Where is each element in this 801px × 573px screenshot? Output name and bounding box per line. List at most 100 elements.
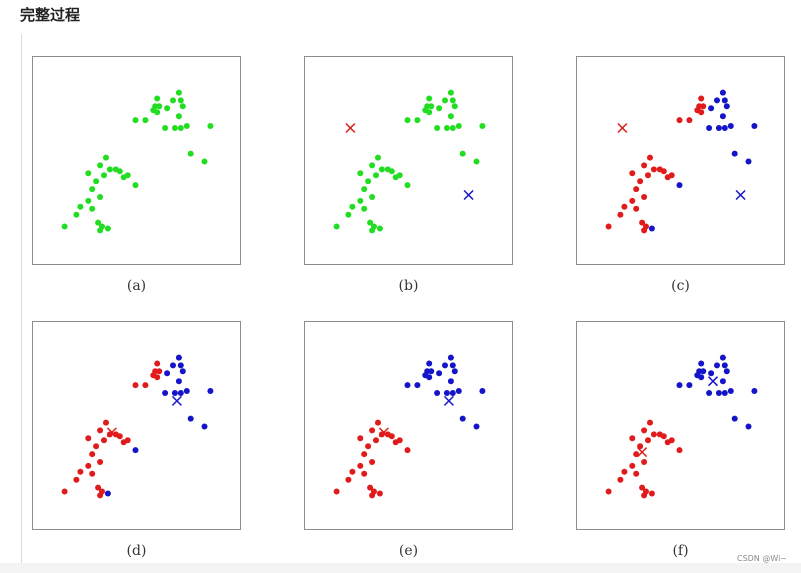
left-divider xyxy=(21,34,22,564)
data-point-green xyxy=(73,211,80,218)
data-point-green xyxy=(449,125,456,131)
data-point-blue xyxy=(451,368,458,375)
data-point-green xyxy=(345,211,352,218)
data-point-blue xyxy=(706,390,713,396)
data-point-red xyxy=(629,197,636,204)
data-point-green xyxy=(175,113,182,120)
data-point-blue xyxy=(721,362,728,369)
data-point-green xyxy=(183,123,190,129)
data-point-green xyxy=(426,95,433,102)
data-point-blue xyxy=(731,415,738,422)
data-point-blue xyxy=(455,388,462,394)
data-point-red xyxy=(103,419,109,426)
data-point-red xyxy=(369,459,376,465)
data-point-blue xyxy=(706,125,713,131)
data-point-green xyxy=(357,170,364,177)
data-point-green xyxy=(154,109,161,116)
data-point-green xyxy=(404,182,411,189)
scatter-panel xyxy=(576,321,785,530)
data-point-green xyxy=(171,125,178,131)
bottom-bar xyxy=(0,563,801,573)
data-point-blue xyxy=(104,490,111,497)
data-point-red xyxy=(388,433,395,440)
data-point-blue xyxy=(719,113,726,120)
panel-caption: (d) xyxy=(126,543,147,559)
scatter-plot xyxy=(61,89,214,234)
panel-caption: (f) xyxy=(672,543,689,559)
data-point-red xyxy=(650,431,657,438)
data-point-green xyxy=(378,166,385,173)
data-point-green xyxy=(428,103,435,110)
data-point-blue xyxy=(436,370,443,377)
data-point-red xyxy=(365,443,372,450)
data-point-red xyxy=(349,468,356,475)
data-point-blue xyxy=(708,105,715,112)
data-point-blue xyxy=(714,362,720,369)
data-point-green xyxy=(414,117,421,124)
data-point-blue xyxy=(676,182,683,189)
data-point-red xyxy=(641,227,648,234)
data-point-green xyxy=(361,205,368,212)
data-point-blue xyxy=(698,374,705,381)
data-point-red xyxy=(621,468,628,475)
data-point-red xyxy=(641,427,648,434)
data-point-red xyxy=(95,484,102,491)
data-point-green xyxy=(369,194,376,200)
data-point-red xyxy=(85,462,92,469)
data-point-red xyxy=(124,437,131,444)
data-point-red xyxy=(633,205,640,212)
data-point-blue xyxy=(426,374,433,381)
data-point-green xyxy=(103,154,109,161)
data-point-red xyxy=(645,437,651,444)
data-point-blue xyxy=(171,390,178,396)
data-point-green xyxy=(449,97,456,104)
data-point-green xyxy=(459,150,466,157)
data-point-red xyxy=(700,103,707,110)
data-point-red xyxy=(686,117,693,124)
data-point-red xyxy=(641,492,648,499)
data-point-red xyxy=(369,492,376,499)
data-point-green xyxy=(175,89,182,96)
data-point-blue xyxy=(443,390,450,396)
data-point-red xyxy=(668,437,675,444)
data-point-blue xyxy=(700,368,707,375)
data-point-blue xyxy=(715,390,722,396)
data-point-green xyxy=(373,172,379,179)
data-point-red xyxy=(641,194,648,200)
data-point-red xyxy=(641,459,648,465)
data-point-blue xyxy=(170,362,176,369)
data-point-green xyxy=(177,125,184,131)
data-point-red xyxy=(97,459,104,465)
data-point-green xyxy=(95,219,102,226)
data-point-red xyxy=(73,476,80,483)
data-point-green xyxy=(170,97,176,104)
data-point-blue xyxy=(447,354,454,361)
data-point-red xyxy=(639,484,646,491)
centroid-marker-blue xyxy=(171,395,182,406)
data-point-red xyxy=(154,360,161,367)
data-point-blue xyxy=(207,388,214,394)
data-point-red xyxy=(142,382,149,389)
data-point-red xyxy=(650,166,657,173)
data-point-red xyxy=(676,117,683,124)
data-point-blue xyxy=(727,388,734,394)
data-point-red xyxy=(629,170,636,177)
centroid-marker-red xyxy=(637,447,648,458)
data-point-blue xyxy=(731,150,738,157)
data-point-blue xyxy=(719,378,726,385)
data-point-blue xyxy=(404,382,411,389)
panel-caption: (a) xyxy=(126,278,147,294)
data-point-red xyxy=(617,476,624,483)
data-point-green xyxy=(365,178,372,185)
scatter-panel xyxy=(576,56,785,265)
data-point-red xyxy=(633,186,640,193)
data-point-green xyxy=(116,168,123,175)
scatter-panel xyxy=(32,56,241,265)
data-point-green xyxy=(106,166,113,173)
data-point-green xyxy=(154,95,161,102)
data-point-blue xyxy=(719,354,726,361)
data-point-green xyxy=(61,223,68,230)
data-point-green xyxy=(104,225,111,232)
scatter-panel xyxy=(304,56,513,265)
data-point-blue xyxy=(727,123,734,129)
